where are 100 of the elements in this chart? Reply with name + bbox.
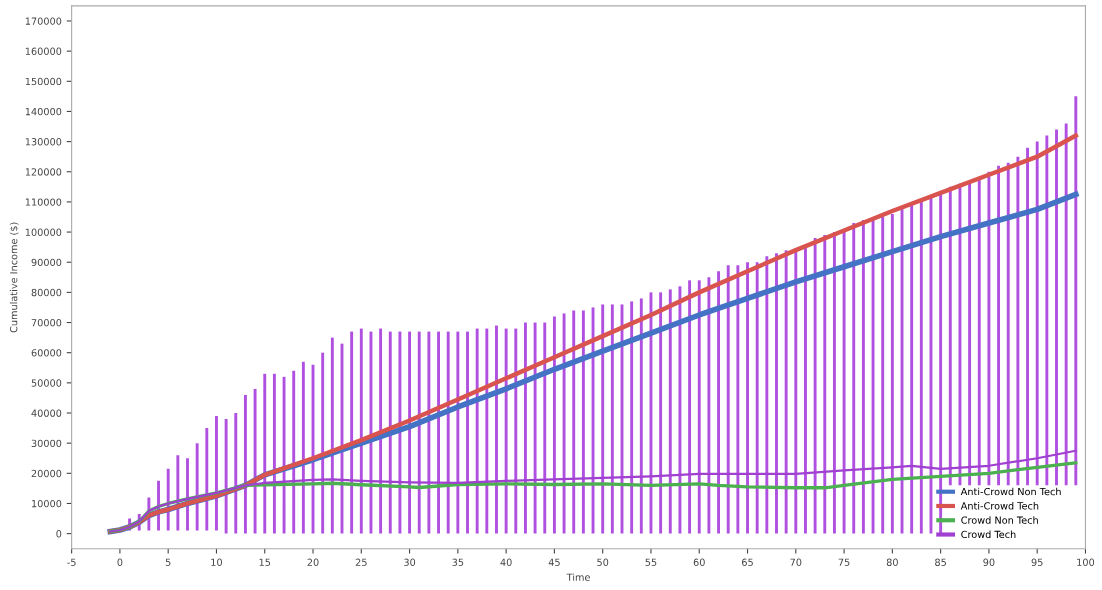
x-tick-label: 0 (117, 558, 123, 566)
legend-label: Crowd Non Tech (961, 516, 1038, 524)
bar (775, 253, 778, 534)
bar (524, 322, 527, 534)
bar (581, 310, 585, 534)
x-tick-label: 55 (645, 558, 657, 566)
bar (813, 238, 817, 534)
bar (688, 280, 692, 534)
bar (717, 271, 720, 534)
x-tick-label: 40 (500, 558, 512, 566)
x-tick-label: 10 (211, 558, 222, 566)
bar (1026, 147, 1029, 486)
bar (215, 416, 218, 531)
bar (1035, 141, 1039, 486)
bar (1055, 129, 1058, 486)
x-tick-label: 75 (838, 558, 850, 566)
bar (919, 201, 923, 534)
x-tick-label: 60 (693, 558, 705, 566)
x-tick-label: -5 (67, 558, 76, 566)
bar (292, 370, 296, 534)
y-tick-label: 110000 (25, 198, 62, 206)
bar (1064, 123, 1068, 486)
x-tick-label: 20 (307, 558, 319, 566)
bar (552, 316, 556, 534)
bar (736, 265, 740, 534)
bar (852, 223, 856, 534)
bar (630, 301, 634, 534)
y-tick-label: 50000 (31, 379, 62, 387)
bar (746, 262, 749, 534)
x-tick-label: 15 (259, 558, 271, 566)
bar (243, 394, 247, 534)
bar (263, 373, 267, 534)
bar (842, 229, 846, 534)
bar (350, 331, 354, 534)
bar (668, 289, 672, 534)
bar (765, 256, 769, 534)
x-tick-label: 100 (1077, 558, 1095, 566)
y-tick-label: 80000 (31, 288, 62, 297)
legend-label: Crowd Tech (961, 530, 1016, 539)
bar (890, 213, 894, 534)
bar (398, 331, 402, 534)
bar (726, 265, 730, 534)
y-tick-label: 10000 (32, 499, 62, 508)
x-tick-label: 25 (355, 558, 367, 566)
y-tick-label: 90000 (31, 258, 62, 267)
bar (861, 220, 865, 534)
bar (977, 177, 981, 486)
bar (697, 280, 701, 534)
y-tick-label: 160000 (25, 47, 62, 55)
bar (495, 325, 498, 534)
x-tick-label: 65 (742, 558, 753, 566)
x-tick-label: 95 (1031, 558, 1043, 566)
bar (794, 250, 798, 534)
x-tick-label: 5 (165, 558, 171, 566)
bar (1045, 135, 1049, 486)
y-tick-label: 140000 (25, 107, 62, 116)
y-tick-label: 20000 (31, 469, 62, 478)
x-tick-label: 85 (935, 558, 946, 566)
bar (253, 388, 257, 534)
bar (678, 286, 682, 534)
bar (1006, 162, 1010, 486)
bar (379, 328, 383, 534)
bar (446, 331, 450, 534)
bar (1016, 156, 1020, 486)
bar (804, 247, 807, 534)
y-axis-title: Cumulative Income ($) (9, 222, 19, 333)
bar (1074, 96, 1078, 486)
legend-label: Anti-Crowd Tech (960, 502, 1039, 510)
bar (639, 298, 643, 534)
bar (466, 331, 469, 534)
bar (610, 304, 614, 534)
x-tick-label: 90 (983, 558, 995, 566)
y-tick-label: 60000 (31, 349, 62, 357)
x-tick-label: 70 (790, 558, 802, 566)
bar (408, 331, 412, 534)
bar (997, 165, 1001, 486)
bar (533, 322, 537, 534)
bar (823, 235, 827, 534)
y-tick-label: 120000 (25, 168, 62, 176)
bar (659, 292, 663, 534)
bar (234, 413, 238, 534)
bar (437, 331, 440, 534)
bar (205, 428, 209, 531)
bar (475, 328, 479, 534)
bar (321, 352, 325, 534)
bar (456, 331, 460, 534)
x-tick-label: 35 (452, 558, 464, 566)
bar (417, 331, 421, 534)
legend-label: Anti-Crowd Non Tech (960, 487, 1061, 496)
y-tick-label: 40000 (31, 409, 62, 417)
bar (485, 328, 489, 534)
bar (282, 376, 286, 534)
x-tick-label: 45 (548, 558, 560, 566)
y-tick-label: 170000 (25, 17, 62, 25)
y-tick-label: 130000 (25, 138, 62, 146)
bar (330, 337, 334, 534)
x-axis-title: Time (566, 573, 590, 581)
x-tick-label: 50 (597, 558, 609, 566)
bar (572, 310, 576, 534)
x-tick-label: 30 (404, 558, 416, 566)
